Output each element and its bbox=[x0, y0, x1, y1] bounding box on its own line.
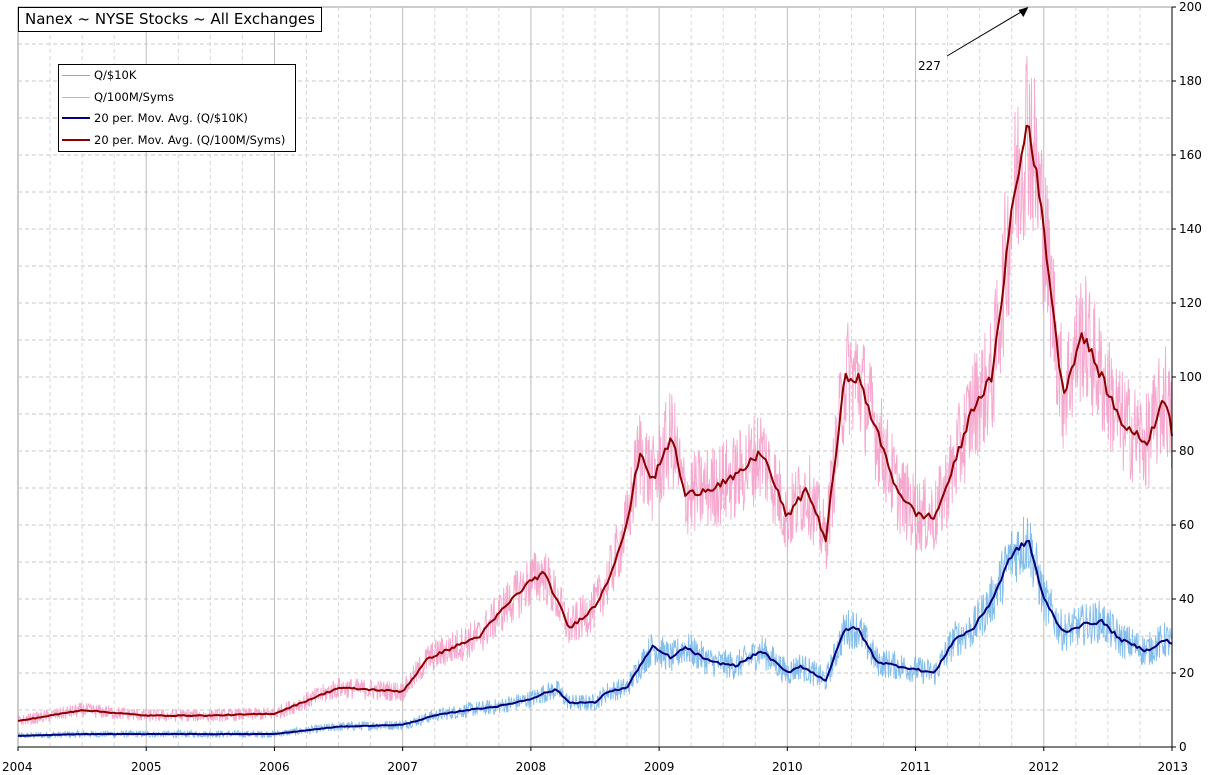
legend-label-ma-q100m: 20 per. Mov. Avg. (Q/100M/Syms) bbox=[94, 133, 286, 147]
y-tick-label: 80 bbox=[1179, 444, 1194, 458]
x-tick-label: 2013 bbox=[1157, 760, 1188, 774]
series-line-q100m bbox=[17, 55, 1173, 726]
legend-swatch-q100m bbox=[62, 96, 90, 98]
x-tick-label: 2004 bbox=[2, 760, 33, 774]
y-tick-label: 20 bbox=[1179, 666, 1194, 680]
chart-title: Nanex ~ NYSE Stocks ~ All Exchanges bbox=[18, 7, 322, 32]
x-tick-label: 2010 bbox=[772, 760, 803, 774]
series-layer bbox=[17, 55, 1173, 740]
y-tick-label: 120 bbox=[1179, 296, 1202, 310]
y-tick-label: 60 bbox=[1179, 518, 1194, 532]
annotation-label: 227 bbox=[918, 59, 941, 73]
series-line-ma-q10k bbox=[17, 539, 1173, 737]
legend-label-q100m: Q/100M/Syms bbox=[94, 90, 174, 104]
x-tick-label: 2011 bbox=[900, 760, 931, 774]
y-tick-label: 200 bbox=[1179, 0, 1202, 14]
legend-label-ma-q10k: 20 per. Mov. Avg. (Q/$10K) bbox=[94, 111, 248, 125]
annotation-arrowhead bbox=[1018, 7, 1029, 17]
annotation-arrow bbox=[946, 9, 1025, 57]
legend-swatch-q10k bbox=[62, 74, 90, 76]
legend-item-ma-q100m: 20 per. Mov. Avg. (Q/100M/Syms) bbox=[59, 131, 285, 149]
legend: Q/$10K Q/100M/Syms 20 per. Mov. Avg. (Q/… bbox=[58, 64, 296, 152]
legend-item-q100m: Q/100M/Syms bbox=[59, 88, 174, 106]
y-tick-label: 100 bbox=[1179, 370, 1202, 384]
x-tick-label: 2007 bbox=[387, 760, 418, 774]
y-tick-label: 160 bbox=[1179, 148, 1202, 162]
legend-item-ma-q10k: 20 per. Mov. Avg. (Q/$10K) bbox=[59, 109, 248, 127]
x-tick-label: 2009 bbox=[644, 760, 675, 774]
legend-swatch-ma-q100m bbox=[62, 139, 90, 141]
y-tick-label: 180 bbox=[1179, 74, 1202, 88]
x-tick-label: 2012 bbox=[1029, 760, 1060, 774]
x-tick-label: 2006 bbox=[259, 760, 290, 774]
annotation: 227 bbox=[918, 7, 1029, 73]
y-tick-label: 140 bbox=[1179, 222, 1202, 236]
y-tick-label: 40 bbox=[1179, 592, 1194, 606]
legend-item-q10k: Q/$10K bbox=[59, 66, 136, 84]
x-tick-label: 2005 bbox=[131, 760, 162, 774]
x-tick-label: 2008 bbox=[516, 760, 547, 774]
legend-swatch-ma-q10k bbox=[62, 117, 90, 119]
series-line-ma-q100m bbox=[17, 124, 1173, 722]
legend-label-q10k: Q/$10K bbox=[94, 68, 137, 82]
y-tick-label: 0 bbox=[1179, 740, 1187, 754]
